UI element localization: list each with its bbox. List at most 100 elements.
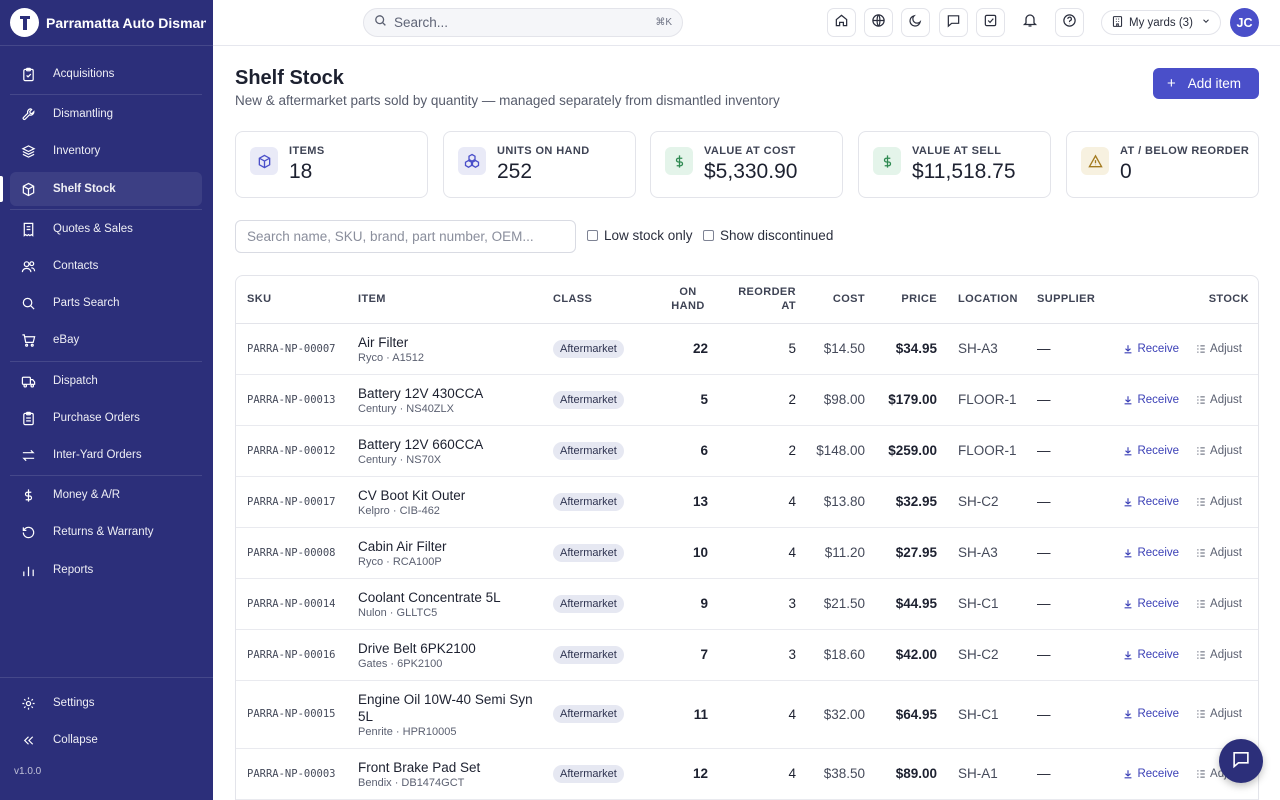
sidebar-item-parts-search[interactable]: Parts Search (10, 286, 202, 320)
sidebar-item-quotes-sales[interactable]: Quotes & Sales (10, 212, 202, 246)
tasks-button[interactable] (976, 8, 1005, 37)
language-button[interactable] (864, 8, 893, 37)
add-item-button[interactable]: + Add item (1153, 68, 1259, 99)
item-name[interactable]: Front Brake Pad Set (358, 759, 481, 775)
table-row[interactable]: PARRA-NP-00016 Drive Belt 6PK2100 Gates · … (236, 629, 1258, 681)
table-row[interactable]: PARRA-NP-00013 Battery 12V 430CCA Century … (236, 374, 1258, 426)
reorder-at-cell: 2 (718, 374, 806, 426)
sidebar-item-inventory[interactable]: Inventory (10, 134, 202, 168)
global-search[interactable]: Search... ⌘K (363, 8, 683, 37)
table-row[interactable]: PARRA-NP-00015 Engine Oil 10W-40 Semi Syn… (236, 680, 1258, 749)
receive-button[interactable]: Receive (1123, 445, 1179, 457)
messages-button[interactable] (939, 8, 968, 37)
adjust-button[interactable]: Adjust (1196, 547, 1242, 559)
app-version: v1.0.0 (14, 766, 42, 777)
checkbox-box[interactable] (703, 230, 714, 241)
item-cell[interactable]: Battery 12V 660CCA Century · NS70X (347, 425, 542, 477)
receive-button[interactable]: Receive (1123, 547, 1179, 559)
home-button[interactable] (827, 8, 856, 37)
location-cell: SH-C1 (947, 680, 1026, 749)
item-cell[interactable]: Cabin Air Filter Ryco · RCA100P (347, 527, 542, 579)
item-cell[interactable]: Coolant Concentrate 5L Nulon · GLLTC5 (347, 578, 542, 630)
column-header-sku[interactable]: SKU (236, 276, 347, 324)
table-row[interactable]: PARRA-NP-00012 Battery 12V 660CCA Century … (236, 425, 1258, 477)
item-name[interactable]: Drive Belt 6PK2100 (358, 640, 476, 656)
receive-button[interactable]: Receive (1123, 598, 1179, 610)
show-discontinued-checkbox[interactable]: Show discontinued (703, 228, 833, 243)
sidebar-item-contacts[interactable]: Contacts (10, 249, 202, 283)
sidebar-item-acquisitions[interactable]: Acquisitions (10, 57, 202, 91)
avatar[interactable]: JC (1230, 8, 1259, 37)
adjust-button[interactable]: Adjust (1196, 394, 1242, 406)
column-header-item[interactable]: ITEM (347, 276, 542, 324)
yards-selector[interactable]: My yards (3) (1101, 10, 1221, 35)
sidebar-item-ebay[interactable]: eBay (10, 323, 202, 357)
table-row[interactable]: PARRA-NP-00017 CV Boot Kit Outer Kelpro · … (236, 476, 1258, 528)
receive-button[interactable]: Receive (1123, 343, 1179, 355)
sidebar-item-dismantling[interactable]: Dismantling (10, 97, 202, 131)
adjust-button[interactable]: Adjust (1196, 649, 1242, 661)
sidebar-item-money-ar[interactable]: Money & A/R (10, 478, 202, 512)
table-row[interactable]: PARRA-NP-00014 Coolant Concentrate 5L Nulo… (236, 578, 1258, 630)
receive-button[interactable]: Receive (1123, 649, 1179, 661)
item-cell[interactable]: Air Filter Ryco · A1512 (347, 323, 542, 375)
item-name[interactable]: Cabin Air Filter (358, 538, 447, 554)
sidebar-item-shelf-stock[interactable]: Shelf Stock (0, 172, 202, 206)
sku-cell: PARRA-NP-00008 (236, 527, 347, 579)
on-hand-cell: 7 (642, 629, 718, 681)
receive-button[interactable]: Receive (1123, 768, 1179, 780)
adjust-button[interactable]: Adjust (1196, 708, 1242, 720)
list-icon (1197, 710, 1205, 718)
sidebar-item-inter-yard-orders[interactable]: Inter-Yard Orders (10, 438, 202, 472)
table-row[interactable]: PARRA-NP-00003 Front Brake Pad Set Bendix … (236, 748, 1258, 800)
sidebar-item-settings[interactable]: Settings (10, 686, 202, 720)
item-name[interactable]: Coolant Concentrate 5L (358, 589, 501, 605)
receive-button[interactable]: Receive (1123, 496, 1179, 508)
column-header-on-hand[interactable]: ON HAND (642, 276, 718, 324)
adjust-button[interactable]: Adjust (1196, 343, 1242, 355)
download-icon (1125, 497, 1132, 506)
item-cell[interactable]: Drive Belt 6PK2100 Gates · 6PK2100 (347, 629, 542, 681)
sidebar-item-purchase-orders[interactable]: Purchase Orders (10, 401, 202, 435)
table-row[interactable]: PARRA-NP-00008 Cabin Air Filter Ryco · RCA… (236, 527, 1258, 579)
users-icon (20, 258, 36, 274)
item-name[interactable]: Engine Oil 10W-40 Semi Syn 5L (358, 691, 533, 724)
checkbox-box[interactable] (587, 230, 598, 241)
theme-toggle-button[interactable] (901, 8, 930, 37)
column-header-supplier[interactable]: SUPPLIER (1026, 276, 1097, 324)
item-name[interactable]: Battery 12V 430CCA (358, 385, 484, 401)
adjust-button[interactable]: Adjust (1196, 598, 1242, 610)
brand[interactable]: Parramatta Auto Dismantlers (0, 0, 213, 46)
item-name[interactable]: Battery 12V 660CCA (358, 436, 484, 452)
sidebar-item-returns-warranty[interactable]: Returns & Warranty (10, 515, 202, 549)
sidebar-item-dispatch[interactable]: Dispatch (10, 364, 202, 398)
item-cell[interactable]: Battery 12V 430CCA Century · NS40ZLX (347, 374, 542, 426)
stock-search-input[interactable] (235, 220, 576, 253)
adjust-button[interactable]: Adjust (1196, 445, 1242, 457)
sidebar-collapse-button[interactable]: Collapse (10, 723, 202, 757)
item-brand-part: Penrite · HPR10005 (358, 725, 457, 738)
low-stock-checkbox[interactable]: Low stock only (587, 228, 693, 243)
receive-button[interactable]: Receive (1123, 708, 1179, 720)
column-header-location[interactable]: LOCATION (947, 276, 1026, 324)
item-name[interactable]: Air Filter (358, 334, 409, 350)
item-cell[interactable]: CV Boot Kit Outer Kelpro · CIB-462 (347, 476, 542, 528)
help-button[interactable] (1055, 8, 1084, 37)
notifications-button[interactable] (1015, 8, 1044, 37)
search-shortcut: ⌘K (655, 17, 672, 28)
item-name[interactable]: CV Boot Kit Outer (358, 487, 466, 503)
item-cell[interactable]: Engine Oil 10W-40 Semi Syn 5L Penrite · H… (347, 680, 542, 749)
sidebar-item-reports[interactable]: Reports (10, 553, 202, 587)
column-header-cost[interactable]: COST (806, 276, 875, 324)
column-header-class[interactable]: CLASS (542, 276, 642, 324)
receive-button[interactable]: Receive (1123, 394, 1179, 406)
column-header-reorder-at[interactable]: REORDER AT (718, 276, 806, 324)
table-row[interactable]: PARRA-NP-00007 Air Filter Ryco · A1512 Afte… (236, 323, 1258, 375)
item-cell[interactable]: Front Brake Pad Set Bendix · DB1474GCT (347, 748, 542, 800)
column-header-price[interactable]: PRICE (875, 276, 947, 324)
adjust-button[interactable]: Adjust (1196, 496, 1242, 508)
supplier-cell: — (1026, 629, 1097, 681)
chat-button[interactable] (1219, 739, 1263, 783)
price-cell: $27.95 (875, 527, 947, 579)
checkbox-icon (983, 13, 998, 33)
